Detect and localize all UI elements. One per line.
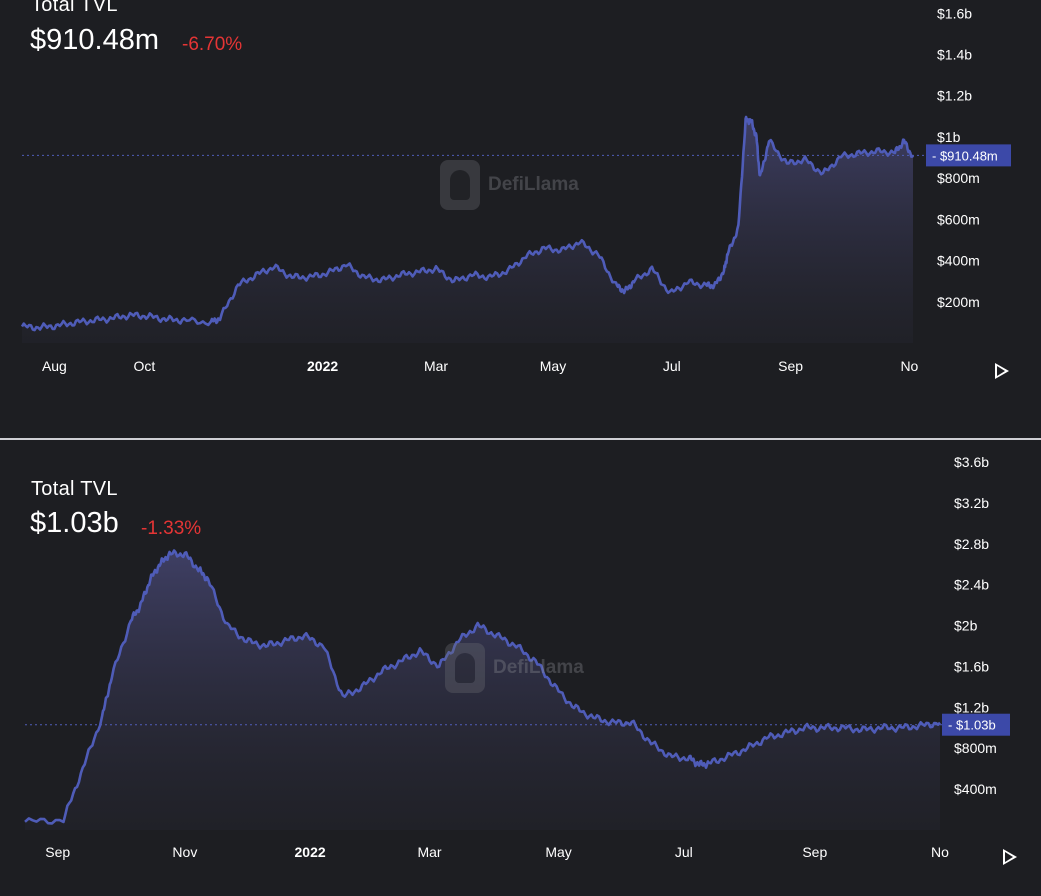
tvl-panel-top: - $910.48m $200m $400m $600m $800m $1b $1.2b $1… (0, 0, 1041, 438)
y-tick-label: $3.2b (954, 495, 989, 511)
tvl-change: -1.33% (141, 518, 202, 539)
x-tick-label: 2022 (307, 358, 338, 374)
x-tick-label: Nov (172, 844, 197, 860)
y-tick-label: $3.6b (954, 454, 989, 470)
area-fill (22, 117, 913, 343)
x-tick-label: Jul (663, 358, 681, 374)
x-tick-label: Sep (778, 358, 803, 374)
y-tick-label: $1b (937, 129, 961, 145)
y-tick-label: $200m (937, 294, 980, 310)
y-tick-label: $2.4b (954, 577, 989, 593)
panel-divider (0, 438, 1041, 440)
watermark-text: DefiLlama (493, 657, 584, 678)
y-tick-label: $1.4b (937, 47, 972, 63)
current-value-label-text: - $910.48m (932, 148, 998, 163)
series-line (20, 115, 915, 332)
x-tick-label: No (931, 844, 949, 860)
x-tick-label: Mar (424, 358, 448, 374)
y-tick-label: $1.6b (954, 658, 989, 674)
x-tick-label: Sep (802, 844, 827, 860)
x-tick-label: Sep (45, 844, 70, 860)
current-value-label (926, 144, 1011, 167)
x-tick-label: 2022 (295, 844, 326, 860)
x-tick-label: May (540, 358, 566, 374)
y-tick-label: $1.6b (937, 5, 972, 21)
watermark-text: DefiLlama (488, 174, 579, 195)
x-tick-label: Aug (42, 358, 67, 374)
x-tick-label: Mar (417, 844, 441, 860)
y-tick-label: $400m (937, 253, 980, 269)
x-tick-label: Oct (134, 358, 156, 374)
x-tick-label: No (900, 358, 918, 374)
tvl-panel-bottom: - $1.03b $400m $800m $1.2b $1.6b $2b $2.4b $2.8… (0, 440, 1041, 896)
tvl-value: $910.48m (30, 24, 159, 56)
chart-title: Total TVL (31, 478, 118, 500)
tvl-value: $1.03b (30, 507, 119, 539)
y-tick-label: $600m (937, 211, 980, 227)
play-icon[interactable] (995, 363, 1009, 379)
play-icon[interactable] (1003, 849, 1017, 865)
y-tick-label: $1.2b (937, 88, 972, 104)
y-tick-label: $1.2b (954, 699, 989, 715)
tvl-chart-top: - $910.48m $200m $400m $600m $800m $1b $1.2b $1… (20, 5, 1011, 374)
x-tick-label: May (545, 844, 571, 860)
current-value-label-text: - $1.03b (948, 718, 996, 733)
y-tick-label: $2.8b (954, 536, 989, 552)
y-tick-label: $800m (954, 740, 997, 756)
watermark-bottom: DefiLlama (445, 643, 584, 693)
series-line (24, 549, 941, 825)
y-tick-label: $400m (954, 781, 997, 797)
tvl-chart-bottom: - $1.03b $400m $800m $1.2b $1.6b $2b $2.4b $2.8… (24, 454, 1010, 860)
watermark-top: DefiLlama (440, 160, 579, 210)
y-tick-label: $800m (937, 170, 980, 186)
chart-title: Total TVL (31, 0, 118, 16)
current-value-label (942, 713, 1010, 736)
y-tick-label: $2b (954, 618, 978, 634)
tvl-change: -6.70% (182, 34, 243, 55)
defillama-logo-icon (440, 160, 480, 210)
x-tick-label: Jul (675, 844, 693, 860)
area-fill (25, 550, 940, 830)
defillama-logo-icon (445, 643, 485, 693)
